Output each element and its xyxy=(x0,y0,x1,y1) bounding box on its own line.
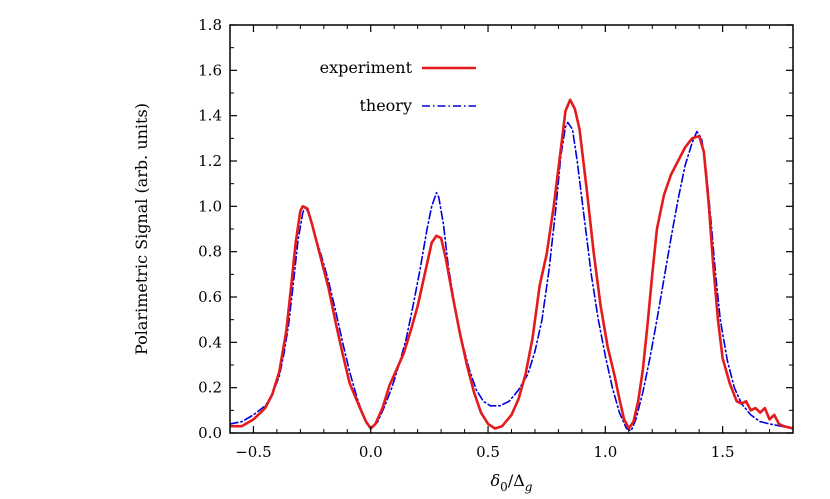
y-axis-label: Polarimetric Signal (arb. units) xyxy=(132,103,151,355)
y-tick-label: 0.2 xyxy=(198,379,222,397)
x-tick-label: 1.5 xyxy=(711,443,735,461)
legend-label-experiment: experiment xyxy=(320,58,413,77)
y-tick-label: 1.0 xyxy=(198,197,222,215)
x-tick-label: 1.0 xyxy=(593,443,617,461)
y-tick-label: 1.8 xyxy=(198,16,222,34)
x-tick-label: 0.0 xyxy=(359,443,383,461)
series-line-experiment xyxy=(230,98,793,430)
plot-area xyxy=(230,98,793,432)
series-line-theory xyxy=(230,121,793,432)
x-tick-label: 0.5 xyxy=(476,443,500,461)
y-tick-label: 0.0 xyxy=(198,424,222,442)
plot-frame xyxy=(229,24,794,434)
x-axis-label-sub2: g xyxy=(525,480,533,494)
y-tick-label: 0.4 xyxy=(198,333,222,351)
x-tick-label: −0.5 xyxy=(235,443,271,461)
y-tick-label: 1.2 xyxy=(198,152,222,170)
y-tick-label: 1.6 xyxy=(198,61,222,79)
x-axis-label-mid: /Δ xyxy=(508,471,525,490)
legend-label-theory: theory xyxy=(359,96,412,115)
x-axis-label-sub1: 0 xyxy=(500,480,508,494)
legend: experiment theory xyxy=(320,58,476,115)
x-axis-label: δ0/Δg xyxy=(491,471,533,494)
y-tick-label: 0.8 xyxy=(198,243,222,261)
y-tick-label: 1.4 xyxy=(198,107,222,125)
y-tick-label: 0.6 xyxy=(198,288,222,306)
axis-ticks: −0.5 0.0 0.5 1.0 1.5 0.0 0.2 0.4 0.6 0.8 1.0 1.2 1.4… xyxy=(198,16,794,461)
x-axis-label-main: δ xyxy=(491,471,501,490)
